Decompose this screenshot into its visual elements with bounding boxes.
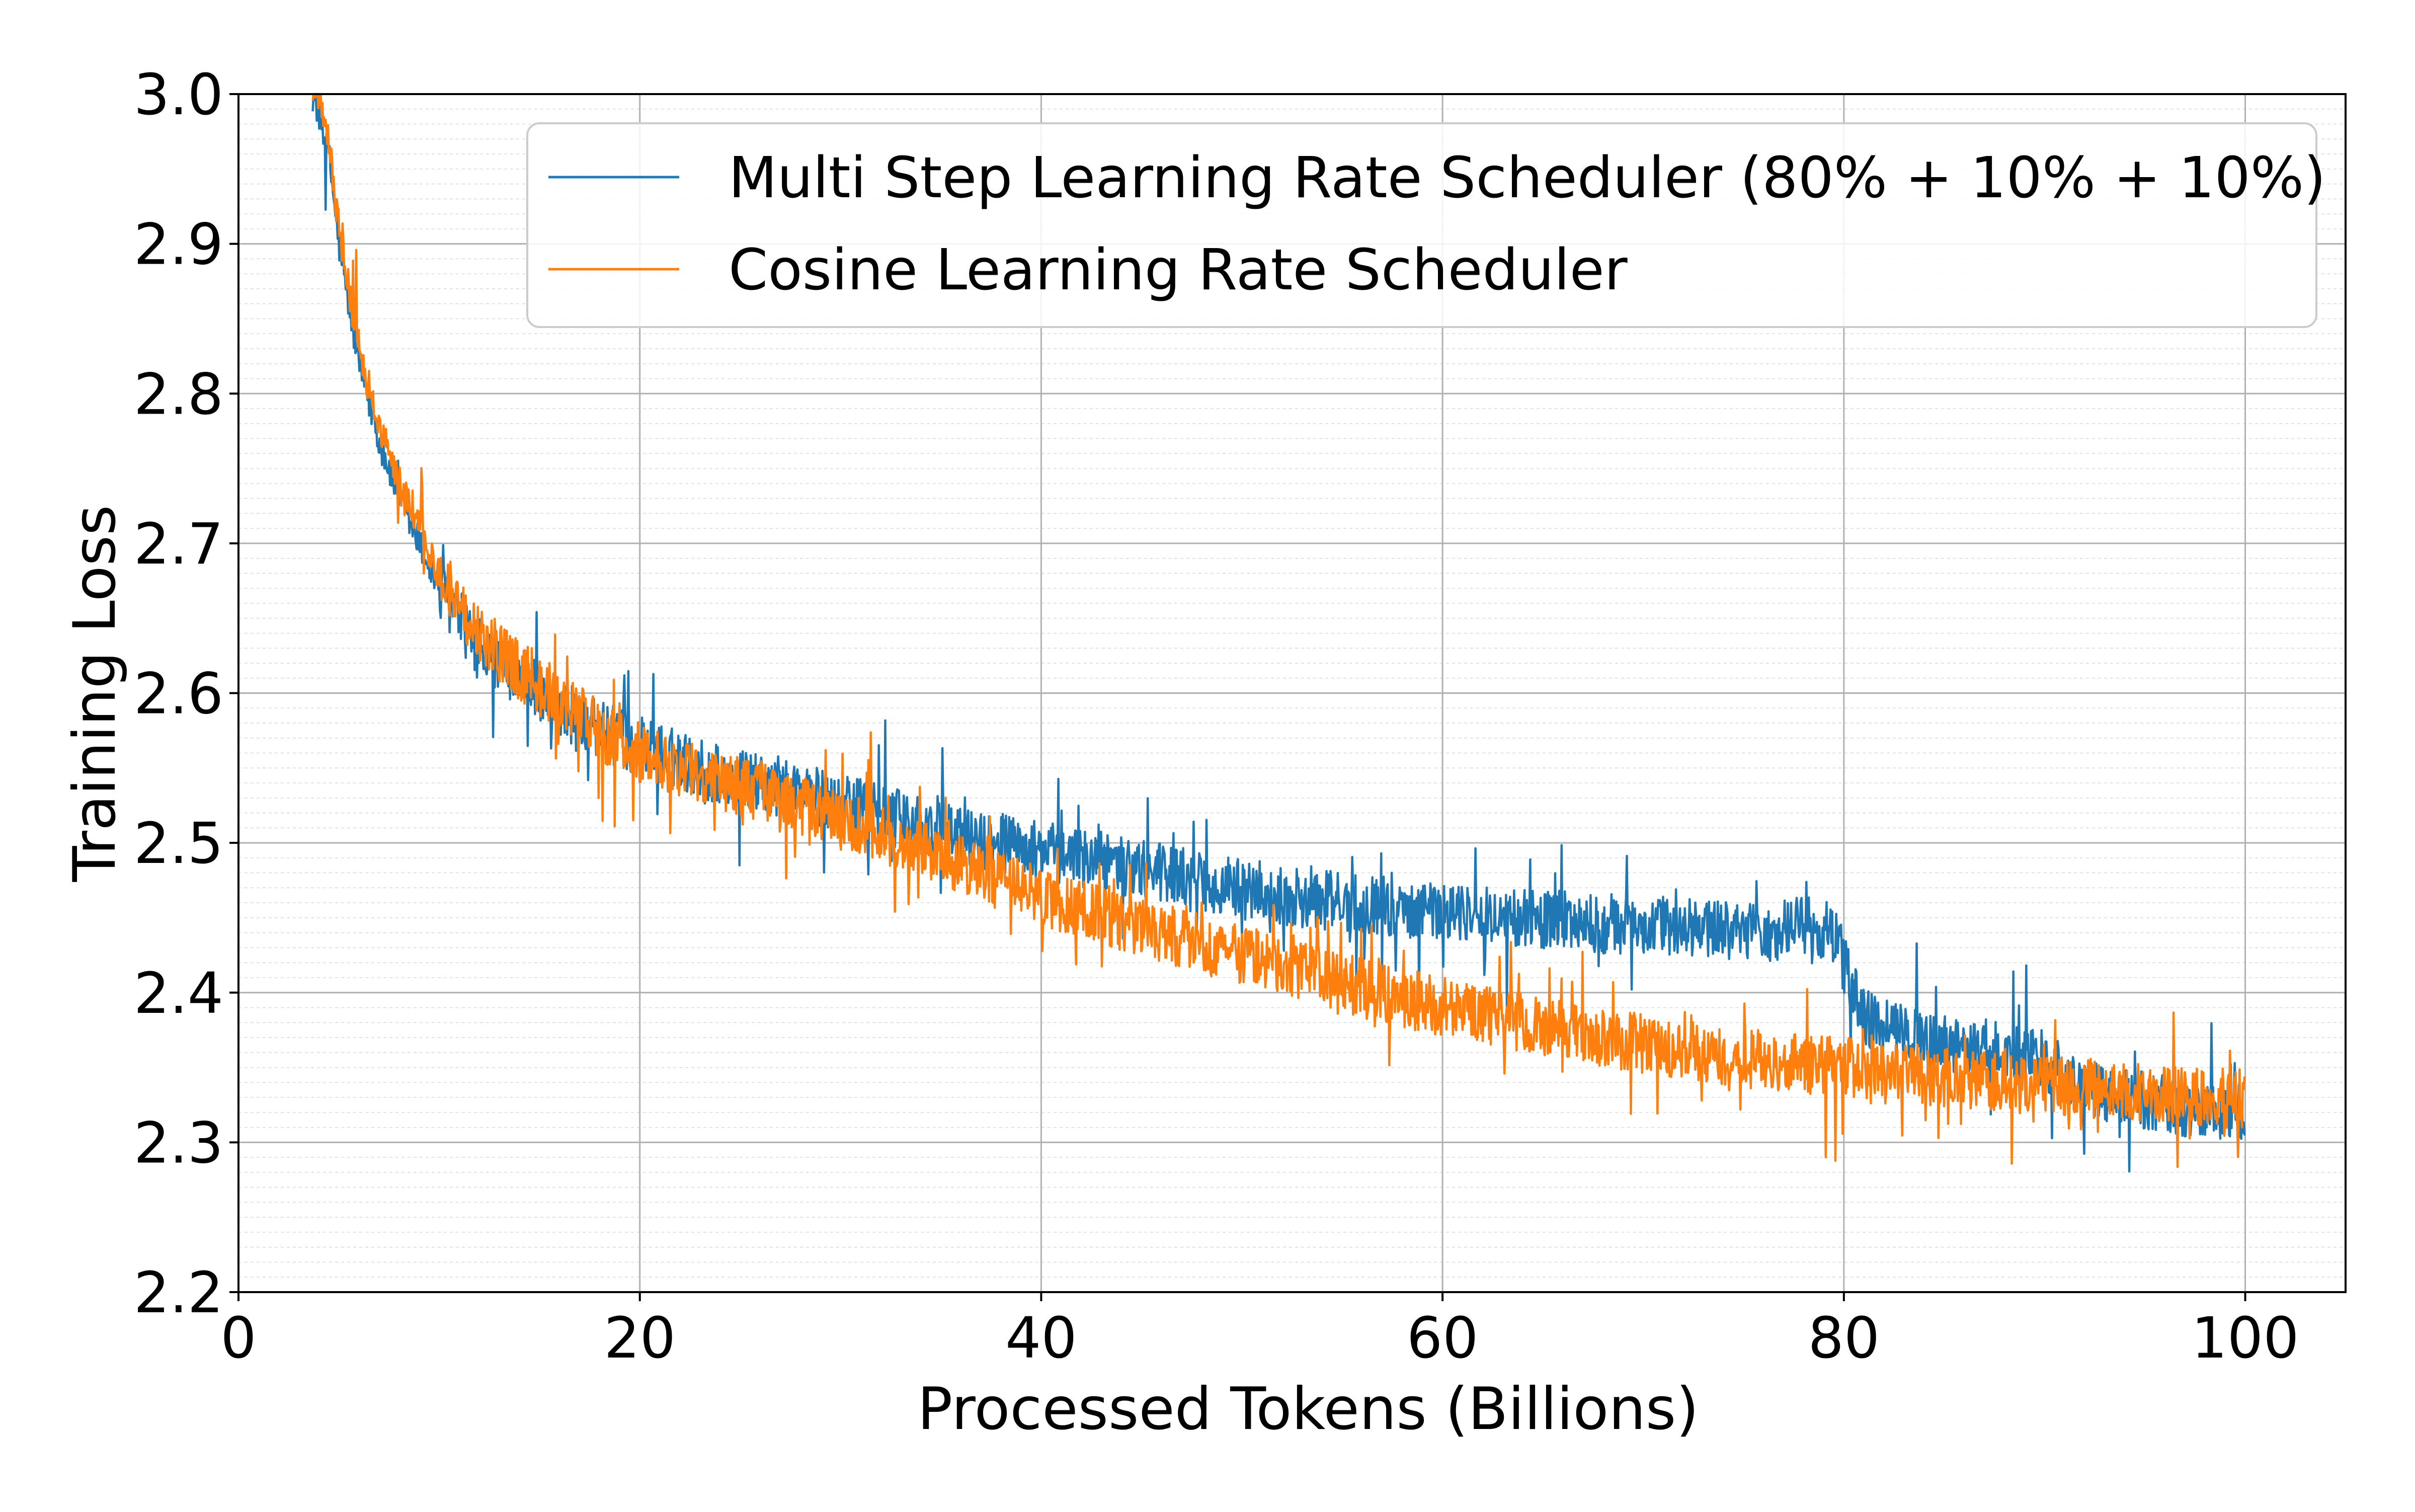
y-tick-label: 2.2: [134, 1260, 223, 1326]
x-tick-label: 100: [2192, 1306, 2299, 1371]
x-tick-label: 60: [1407, 1306, 1479, 1371]
legend-label-multi-step: Multi Step Learning Rate Scheduler (80% …: [729, 145, 2326, 211]
y-tick-label: 2.8: [134, 362, 223, 427]
x-tick-label: 40: [1005, 1306, 1077, 1371]
y-tick-label: 3.0: [134, 62, 223, 128]
series-group: [311, 93, 2246, 1173]
x-axis-label: Processed Tokens (Billions): [917, 1375, 1699, 1443]
legend-box: [526, 122, 2317, 328]
legend-label-cosine: Cosine Learning Rate Scheduler: [729, 237, 1628, 303]
y-tick-label: 2.9: [134, 212, 223, 278]
legend: Multi Step Learning Rate Scheduler (80% …: [526, 122, 2326, 328]
x-tick-label: 0: [220, 1306, 256, 1371]
x-tick-label: 20: [604, 1306, 676, 1371]
axis-ticks: [229, 93, 2246, 1301]
y-axis-label: Training Loss: [61, 505, 129, 882]
y-tick-label: 2.5: [134, 811, 223, 877]
y-tick-label: 2.4: [134, 961, 223, 1026]
series-line-1: [311, 93, 2246, 1168]
tick-labels: 0 20 40 60 80 100 2.2 2.3 2.4 2.5 2.6 2.7 2.8 2.9 3.0: [134, 62, 2299, 1371]
y-tick-label: 2.3: [134, 1110, 223, 1176]
y-tick-label: 2.7: [134, 512, 223, 577]
y-tick-label: 2.6: [134, 662, 223, 727]
x-tick-label: 80: [1808, 1306, 1880, 1371]
